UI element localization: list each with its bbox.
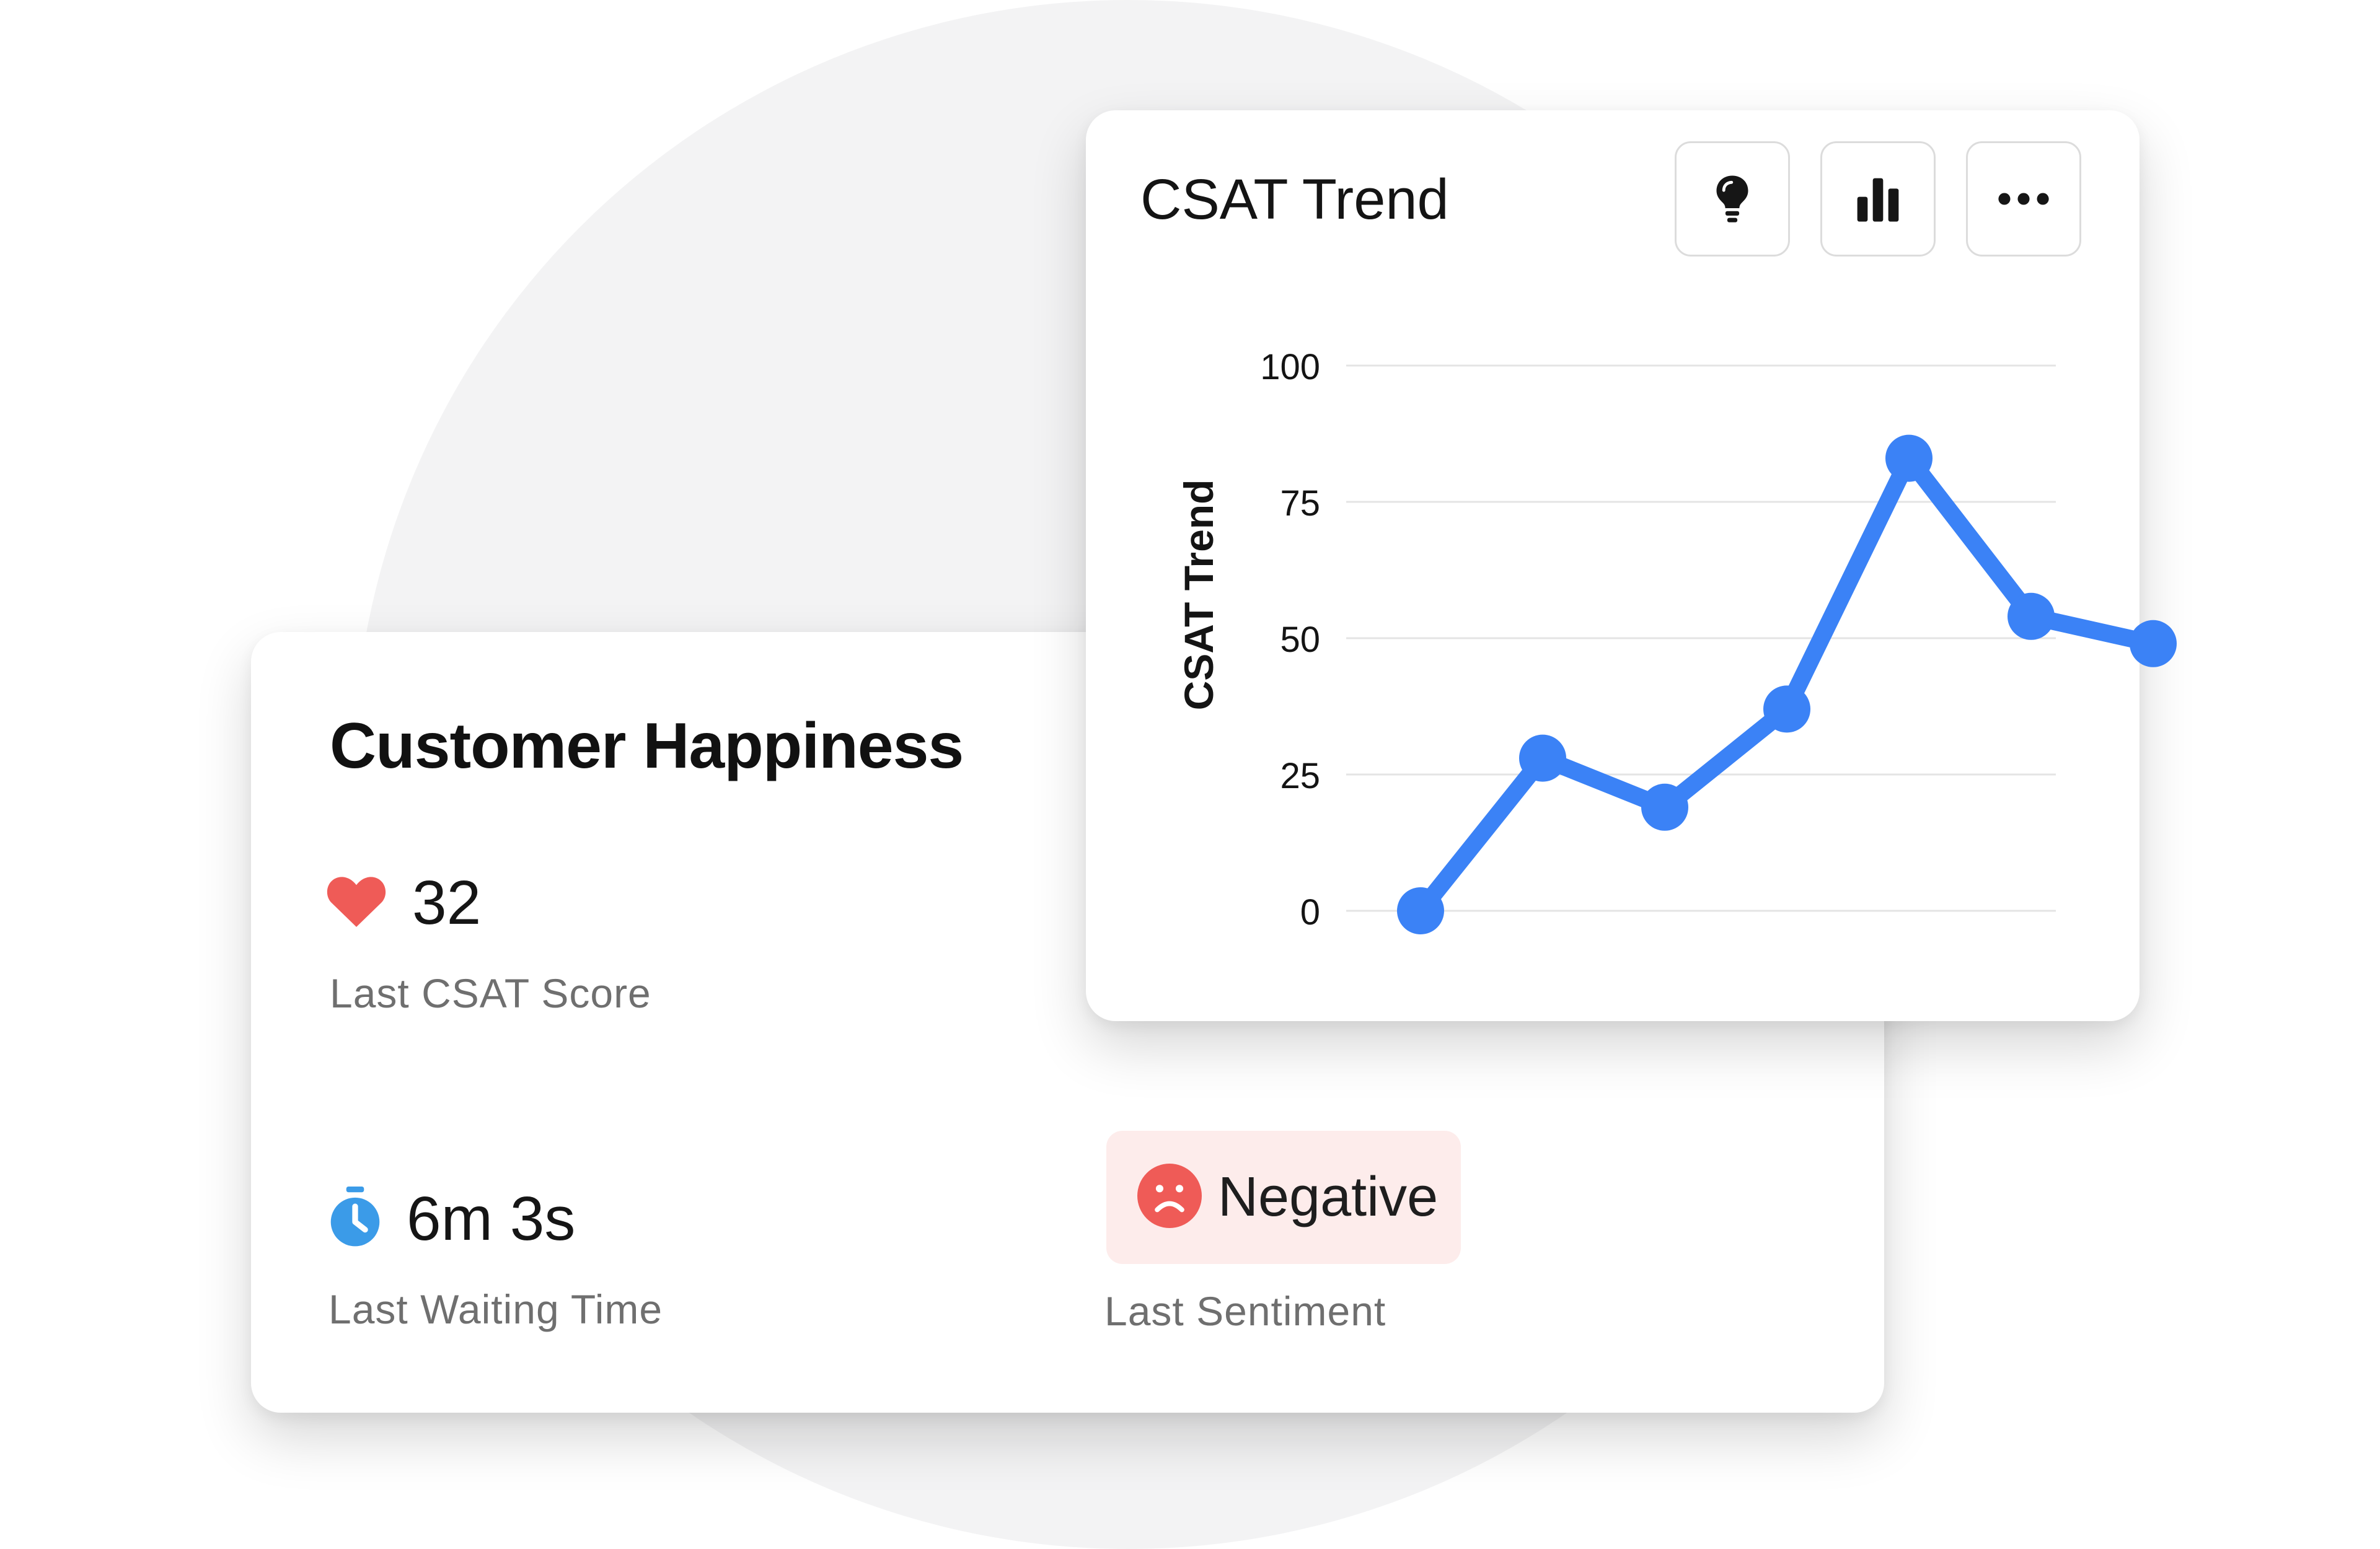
- data-point: [2130, 620, 2177, 667]
- chart-title: CSAT Trend: [1140, 168, 1449, 231]
- sentiment-value: Negative: [1218, 1166, 1439, 1228]
- sentiment-label: Last Sentiment: [1104, 1288, 1386, 1334]
- heart-icon: [325, 875, 387, 931]
- y-axis-title: CSAT Trend: [1176, 480, 1222, 711]
- y-tick-label: 25: [1280, 756, 1320, 796]
- waiting-time-value: 6m 3s: [407, 1184, 576, 1253]
- csat-score-value: 32: [412, 868, 482, 937]
- data-point: [2008, 592, 2055, 640]
- waiting-time-metric: 6m 3s: [328, 1183, 575, 1255]
- series-line: [1412, 449, 2162, 919]
- sentiment-badge: Negative: [1106, 1131, 1461, 1264]
- y-tick-label: 75: [1280, 483, 1320, 524]
- data-point: [1519, 734, 1566, 782]
- chart-type-button[interactable]: [1820, 141, 1936, 257]
- data-point: [1885, 434, 1933, 482]
- waiting-time-label: Last Waiting Time: [328, 1286, 663, 1332]
- y-tick-label: 50: [1280, 620, 1320, 660]
- more-icon: [1998, 193, 2049, 205]
- y-tick-label: 100: [1260, 347, 1320, 387]
- data-point: [1641, 783, 1688, 831]
- csat-score-label: Last CSAT Score: [330, 970, 651, 1016]
- card-title: Customer Happiness: [330, 710, 964, 782]
- sad-face-icon: [1137, 1164, 1202, 1231]
- stopwatch-icon: [328, 1187, 382, 1252]
- csat-trend-card: CSAT Trend CSAT Trend 0 25 50 75 100: [1086, 110, 2177, 1021]
- data-point: [1397, 887, 1444, 934]
- csat-score-metric: 32: [325, 867, 481, 939]
- lightbulb-icon: [1716, 175, 1748, 222]
- more-options-button[interactable]: [1966, 141, 2081, 257]
- data-point: [1763, 685, 1810, 733]
- insights-button[interactable]: [1675, 141, 1790, 257]
- csat-trend-chart: CSAT Trend 0 25 50 75 100: [1176, 347, 2177, 934]
- y-tick-label: 0: [1300, 892, 1320, 932]
- bar-chart-icon: [1857, 178, 1899, 222]
